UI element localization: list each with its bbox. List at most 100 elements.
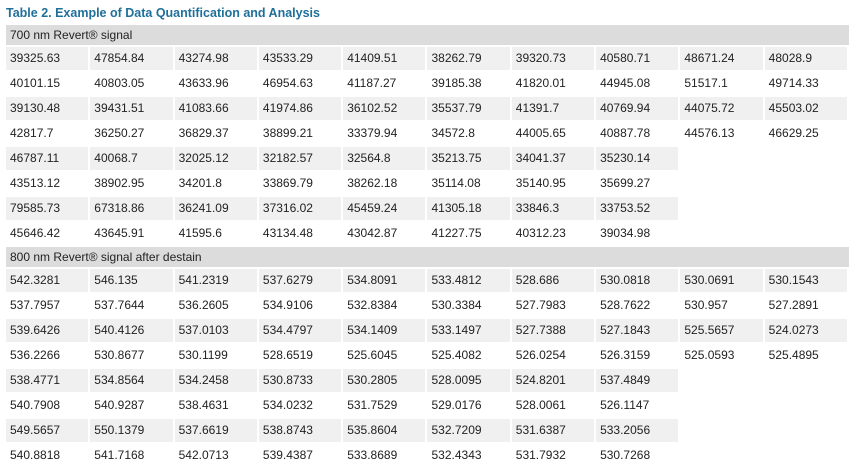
table-cell: 40068.7	[90, 147, 175, 172]
table-cell: 534.9106	[258, 294, 344, 319]
table-cell: 533.4812	[427, 269, 512, 294]
table-cell: 527.2891	[764, 294, 849, 319]
table-cell: 530.3384	[427, 294, 512, 319]
table-cell: 537.0103	[174, 319, 259, 344]
table-cell: 550.1379	[90, 419, 175, 444]
table-cell: 533.1497	[427, 319, 512, 344]
table-row: 538.4771 534.8564 534.2458 530.8733 530.2805…	[6, 369, 849, 394]
table-row: 46787.11 40068.7 32025.12 32182.57 32564.8 35…	[6, 147, 849, 172]
table-cell: 538.4631	[174, 394, 259, 419]
table-row: 79585.73 67318.86 36241.09 37316.02 45459.24…	[6, 197, 849, 222]
table-cell	[764, 222, 849, 247]
table-cell: 530.8733	[258, 369, 344, 394]
table-cell: 36102.52	[343, 97, 428, 122]
table-cell: 40887.78	[596, 122, 681, 147]
table-cell: 34572.8	[427, 122, 512, 147]
table-cell: 540.9287	[90, 394, 175, 419]
table-cell: 43274.98	[174, 47, 259, 72]
table-cell: 35114.08	[427, 172, 512, 197]
table-cell: 534.1409	[343, 319, 428, 344]
table-cell: 39325.63	[6, 47, 91, 72]
table-cell: 39185.38	[427, 72, 512, 97]
table-cell: 529.0176	[427, 394, 512, 419]
table-cell: 540.8818	[6, 444, 91, 469]
table-cell: 51517.1	[680, 72, 765, 97]
table-row: 42817.7 36250.27 36829.37 38899.21 33379.94 3…	[6, 122, 849, 147]
table-cell: 535.8604	[343, 419, 428, 444]
table-cell: 44005.65	[511, 122, 597, 147]
table-cell: 44576.13	[680, 122, 765, 147]
table-cell: 530.0818	[596, 269, 681, 294]
table-cell: 534.8564	[90, 369, 175, 394]
table-title: Table 2. Example of Data Quantification …	[6, 6, 320, 20]
table-cell: 79585.73	[6, 197, 91, 222]
table-cell: 40803.05	[90, 72, 175, 97]
table-cell: 534.2458	[174, 369, 259, 394]
table-row: 542.3281 546.135 541.2319 537.6279 534.8091 5…	[6, 269, 849, 294]
table-cell: 538.8743	[258, 419, 344, 444]
table-cell: 43645.91	[90, 222, 175, 247]
table-cell: 41409.51	[343, 47, 428, 72]
table-cell: 528.7622	[596, 294, 681, 319]
table-row: 536.2266 530.8677 530.1199 528.6519 525.6045…	[6, 344, 849, 369]
table-cell: 527.7388	[511, 319, 597, 344]
table-cell: 36241.09	[174, 197, 259, 222]
table-cell: 536.2605	[174, 294, 259, 319]
table-row: 39325.63 47854.84 43274.98 43533.29 41409.51…	[6, 47, 849, 72]
table-cell: 530.0691	[680, 269, 765, 294]
table-cell	[680, 172, 765, 197]
table-cell: 45459.24	[343, 197, 428, 222]
table-cell: 528.686	[511, 269, 597, 294]
table-cell: 540.4126	[90, 319, 175, 344]
table-cell	[680, 222, 765, 247]
table-cell: 530.2805	[343, 369, 428, 394]
table-cell: 536.2266	[6, 344, 91, 369]
table-cell: 528.6519	[258, 344, 344, 369]
table-cell: 33379.94	[343, 122, 428, 147]
table-cell: 43633.96	[174, 72, 259, 97]
table-cell: 537.6619	[174, 419, 259, 444]
table-cell: 43513.12	[6, 172, 91, 197]
table-cell: 46954.63	[258, 72, 344, 97]
table-cell: 36829.37	[174, 122, 259, 147]
table-cell: 549.5657	[6, 419, 91, 444]
table-cell: 45646.42	[6, 222, 91, 247]
table-cell: 49714.33	[764, 72, 849, 97]
table-cell	[680, 444, 765, 469]
table-row: 540.7908 540.9287 538.4631 534.0232 531.7529…	[6, 394, 849, 419]
table-row: 43513.12 38902.95 34201.8 33869.79 38262.18 3…	[6, 172, 849, 197]
table-row: 539.6426 540.4126 537.0103 534.4797 534.1409…	[6, 319, 849, 344]
table-cell: 537.7644	[90, 294, 175, 319]
table-cell: 525.0593	[680, 344, 765, 369]
table-cell: 35140.95	[511, 172, 597, 197]
table-row: 549.5657 550.1379 537.6619 538.8743 535.8604…	[6, 419, 849, 444]
table-cell: 47854.84	[90, 47, 175, 72]
table-cell: 527.1843	[596, 319, 681, 344]
table-cell	[764, 394, 849, 419]
table-cell: 541.7168	[90, 444, 175, 469]
table-cell: 526.0254	[511, 344, 597, 369]
table-cell: 40312.23	[511, 222, 597, 247]
table-cell	[680, 394, 765, 419]
table-cell: 43042.87	[343, 222, 428, 247]
table-cell: 41595.6	[174, 222, 259, 247]
section-header: 700 nm Revert® signal	[6, 25, 849, 47]
table-cell: 39320.73	[511, 47, 597, 72]
table-cell: 534.0232	[258, 394, 344, 419]
table-cell	[764, 444, 849, 469]
table-cell: 526.3159	[596, 344, 681, 369]
table-cell: 46787.11	[6, 147, 91, 172]
table-cell	[764, 369, 849, 394]
table-cell: 541.2319	[174, 269, 259, 294]
table-cell: 532.8384	[343, 294, 428, 319]
table-cell: 525.6045	[343, 344, 428, 369]
table-cell: 534.4797	[258, 319, 344, 344]
table-cell: 39130.48	[6, 97, 91, 122]
table-cell: 530.1199	[174, 344, 259, 369]
table-cell: 32182.57	[258, 147, 344, 172]
table-cell: 41305.18	[427, 197, 512, 222]
table-cell: 538.4771	[6, 369, 91, 394]
table-cell: 38262.79	[427, 47, 512, 72]
table-cell: 530.7268	[596, 444, 681, 469]
table-cell	[680, 369, 765, 394]
